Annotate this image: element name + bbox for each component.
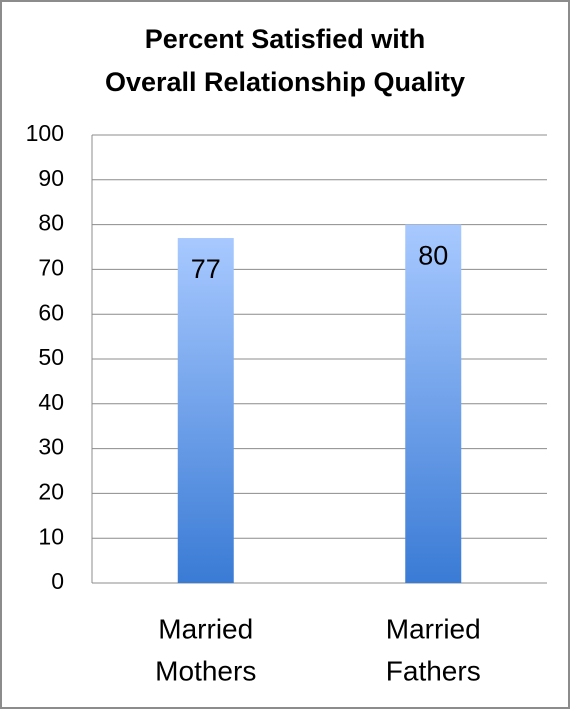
data-label: 80 <box>418 241 448 271</box>
chart-title: Percent Satisfied with <box>145 24 426 54</box>
y-tick-label: 100 <box>26 120 64 146</box>
x-tick-label: Married <box>158 613 253 644</box>
bar <box>405 224 462 583</box>
y-tick-label: 10 <box>38 523 64 549</box>
y-tick-label: 0 <box>51 568 64 594</box>
y-tick-label: 30 <box>38 434 64 460</box>
y-tick-label: 70 <box>38 254 64 280</box>
x-tick-label: Married <box>386 613 481 644</box>
x-tick-label: Fathers <box>386 655 481 686</box>
y-tick-label: 90 <box>38 165 64 191</box>
y-tick-label: 50 <box>38 344 64 370</box>
data-label: 77 <box>191 254 221 284</box>
bar <box>177 238 234 584</box>
chart-title: Overall Relationship Quality <box>105 67 465 97</box>
y-tick-label: 80 <box>38 210 64 236</box>
x-tick-label: Mothers <box>155 655 256 686</box>
y-tick-label: 60 <box>38 299 64 325</box>
y-tick-label: 20 <box>38 478 64 504</box>
y-tick-label: 40 <box>38 389 64 415</box>
